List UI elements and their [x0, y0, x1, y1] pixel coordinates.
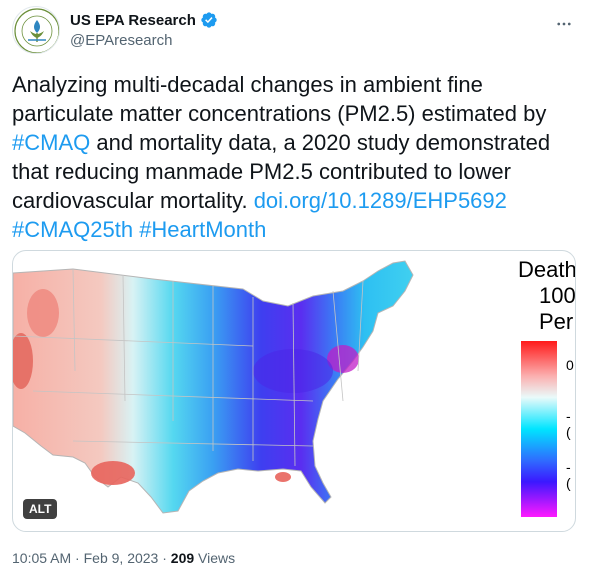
tweet-header: US EPA Research @EPAresearch	[12, 6, 580, 58]
hashtag-cmaq25th-link[interactable]: #CMAQ25th	[12, 217, 134, 242]
mortality-change-map	[13, 260, 557, 517]
legend-tick-label: 0	[566, 357, 574, 373]
avatar[interactable]	[12, 6, 60, 54]
alt-text-badge[interactable]: ALT	[23, 499, 58, 519]
legend-color-bar	[521, 341, 557, 517]
meta-separator: ·	[75, 550, 80, 566]
display-name[interactable]: US EPA Research	[70, 11, 196, 29]
tweet-text-part: Analyzing multi-decadal changes in ambie…	[12, 72, 547, 126]
tweet-text-part: and mortality data, a 2020 study demonst…	[12, 130, 551, 213]
epa-seal-icon	[14, 8, 59, 53]
legend-tick-label: -(	[566, 408, 571, 440]
legend-title-line: Death	[518, 257, 576, 282]
hashtag-cmaq-link[interactable]: #CMAQ	[12, 130, 91, 155]
legend-tick-label: -(	[566, 459, 571, 491]
tweet-text: Analyzing multi-decadal changes in ambie…	[12, 70, 584, 244]
tweet-time[interactable]: 10:05 AM	[12, 550, 72, 566]
views-label: Views	[198, 550, 236, 566]
legend-title-line: 100	[539, 283, 576, 308]
hashtag-heartmonth-link[interactable]: #HeartMonth	[139, 217, 267, 242]
handle[interactable]: @EPAresearch	[70, 32, 173, 49]
more-options-button[interactable]	[552, 12, 576, 36]
verified-badge-icon[interactable]	[200, 11, 218, 29]
tweet-meta: 10:05 AM · Feb 9, 2023 · 209 Views	[12, 550, 235, 566]
views-count: 209	[170, 550, 195, 566]
doi-link[interactable]: doi.org/10.1289/EHP5692	[253, 188, 507, 213]
tweet-date[interactable]: Feb 9, 2023	[83, 550, 159, 566]
legend-title-line: Per	[539, 309, 574, 334]
more-icon	[557, 22, 571, 26]
meta-separator: ·	[162, 550, 167, 566]
map-image[interactable]: Death 100 Per 0 -( -( ALT	[12, 250, 576, 532]
user-info: US EPA Research @EPAresearch	[70, 11, 218, 49]
